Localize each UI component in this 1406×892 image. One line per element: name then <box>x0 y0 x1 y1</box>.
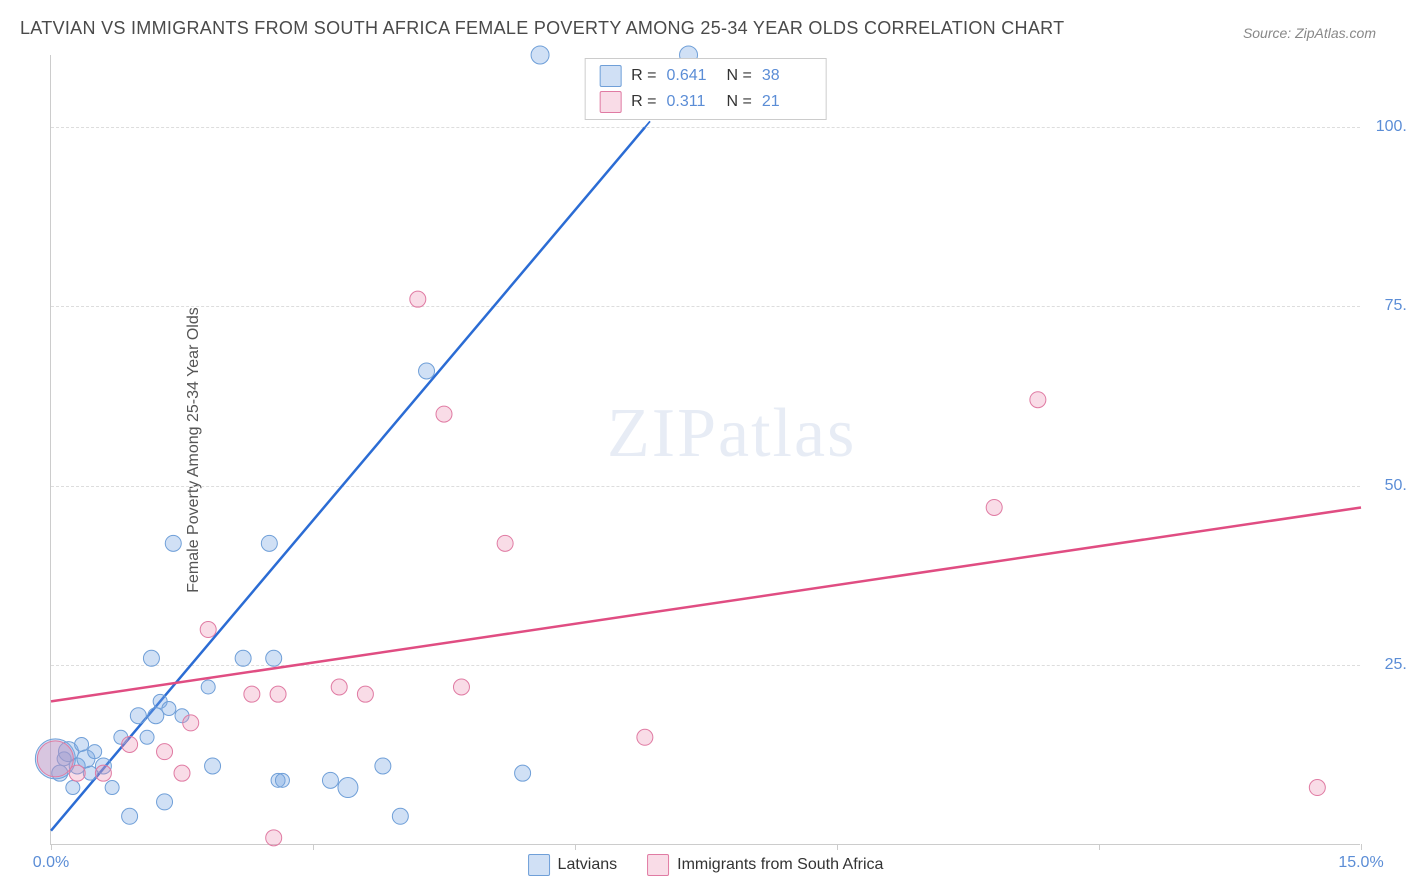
r-value: 0.641 <box>667 67 717 85</box>
y-tick-label: 100.0% <box>1376 118 1406 136</box>
scatter-point <box>357 686 373 702</box>
scatter-point <box>174 765 190 781</box>
scatter-point <box>338 778 358 798</box>
n-value: 21 <box>762 93 812 111</box>
n-label: N = <box>727 67 752 85</box>
scatter-point <box>165 535 181 551</box>
scatter-point <box>1030 392 1046 408</box>
series-legend: Latvians Immigrants from South Africa <box>528 854 884 876</box>
legend-swatch <box>599 91 621 113</box>
x-tick-mark <box>1361 844 1362 850</box>
scatter-point <box>157 794 173 810</box>
n-label: N = <box>727 93 752 111</box>
scatter-point <box>105 781 119 795</box>
scatter-point <box>88 745 102 759</box>
scatter-point <box>122 736 138 752</box>
scatter-point <box>392 808 408 824</box>
r-label: R = <box>631 67 656 85</box>
x-tick-label: 0.0% <box>33 854 69 872</box>
n-value: 38 <box>762 67 812 85</box>
correlation-legend: R = 0.641 N = 38 R = 0.311 N = 21 <box>584 58 827 120</box>
scatter-point <box>436 406 452 422</box>
legend-row: R = 0.311 N = 21 <box>599 91 812 113</box>
scatter-point <box>419 363 435 379</box>
legend-row: R = 0.641 N = 38 <box>599 65 812 87</box>
scatter-point <box>143 650 159 666</box>
scatter-point <box>275 773 289 787</box>
x-tick-mark <box>575 844 576 850</box>
scatter-point <box>453 679 469 695</box>
scatter-point <box>140 730 154 744</box>
scatter-point <box>235 650 251 666</box>
scatter-point <box>375 758 391 774</box>
legend-swatch <box>647 854 669 876</box>
regression-line <box>51 507 1361 701</box>
r-value: 0.311 <box>667 93 717 111</box>
scatter-point <box>183 715 199 731</box>
scatter-svg <box>51 55 1360 844</box>
scatter-point <box>244 686 260 702</box>
scatter-point <box>986 499 1002 515</box>
scatter-point <box>95 765 111 781</box>
r-label: R = <box>631 93 656 111</box>
scatter-point <box>331 679 347 695</box>
scatter-point <box>200 622 216 638</box>
scatter-point <box>205 758 221 774</box>
chart-title: LATVIAN VS IMMIGRANTS FROM SOUTH AFRICA … <box>20 18 1064 39</box>
scatter-point <box>515 765 531 781</box>
source-label: Source: ZipAtlas.com <box>1243 25 1376 41</box>
scatter-point <box>261 535 277 551</box>
scatter-point <box>66 781 80 795</box>
scatter-point <box>322 772 338 788</box>
y-tick-label: 75.0% <box>1385 297 1406 315</box>
x-tick-mark <box>313 844 314 850</box>
legend-swatch <box>528 854 550 876</box>
x-tick-mark <box>837 844 838 850</box>
scatter-point <box>266 650 282 666</box>
x-tick-mark <box>1099 844 1100 850</box>
y-tick-label: 50.0% <box>1385 477 1406 495</box>
scatter-point <box>37 741 73 777</box>
legend-item: Immigrants from South Africa <box>647 854 883 876</box>
legend-swatch <box>599 65 621 87</box>
y-tick-label: 25.0% <box>1385 656 1406 674</box>
scatter-point <box>410 291 426 307</box>
scatter-point <box>1309 780 1325 796</box>
x-tick-label: 15.0% <box>1338 854 1383 872</box>
scatter-point <box>531 46 549 64</box>
regression-line <box>51 127 645 830</box>
scatter-point <box>162 702 176 716</box>
x-tick-mark <box>51 844 52 850</box>
scatter-point <box>266 830 282 846</box>
scatter-point <box>497 535 513 551</box>
scatter-point <box>69 765 85 781</box>
chart-plot-area: Female Poverty Among 25-34 Year Olds ZIP… <box>50 55 1360 845</box>
scatter-point <box>201 680 215 694</box>
scatter-point <box>270 686 286 702</box>
scatter-point <box>157 744 173 760</box>
scatter-point <box>637 729 653 745</box>
scatter-point <box>122 808 138 824</box>
legend-item: Latvians <box>528 854 618 876</box>
legend-label: Immigrants from South Africa <box>677 856 883 874</box>
scatter-point <box>130 708 146 724</box>
scatter-point <box>148 708 164 724</box>
legend-label: Latvians <box>558 856 618 874</box>
